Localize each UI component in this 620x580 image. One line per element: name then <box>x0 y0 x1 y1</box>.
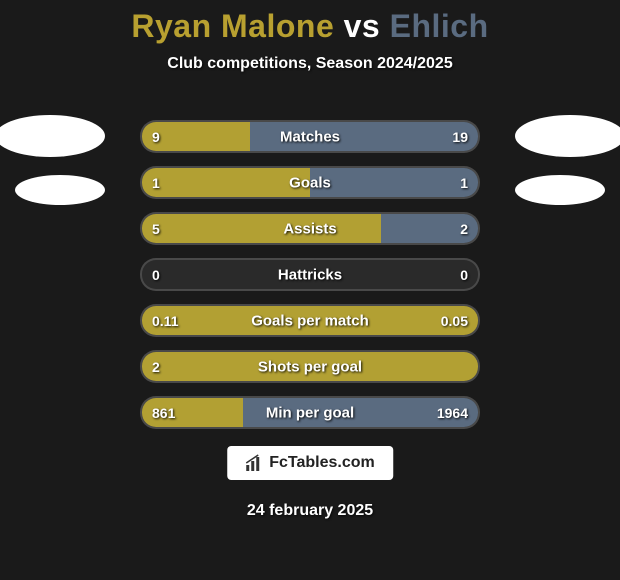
stat-value-left: 1 <box>152 175 160 191</box>
bar-right-fill <box>310 168 478 197</box>
stat-label: Hattricks <box>278 266 342 283</box>
stat-row: Goals 1 1 <box>140 166 480 199</box>
stat-value-left: 2 <box>152 359 160 375</box>
stat-value-left: 0.11 <box>152 313 178 329</box>
stat-label: Matches <box>280 128 340 145</box>
subtitle: Club competitions, Season 2024/2025 <box>0 55 620 73</box>
comparison-bars: Matches 9 19 Goals 1 1 Assists 5 2 Hattricks 0 0 Goa… <box>140 120 480 429</box>
stat-label: Goals per match <box>251 312 369 329</box>
chart-icon <box>245 454 263 472</box>
stat-value-left: 9 <box>152 129 160 145</box>
brand-text: FcTables.com <box>269 454 375 472</box>
title-vs: vs <box>334 8 389 44</box>
stat-value-right: 19 <box>452 129 468 145</box>
stat-value-right: 1 <box>460 175 468 191</box>
stat-value-right: 0.05 <box>441 313 468 329</box>
stat-label: Min per goal <box>266 404 354 421</box>
stat-value-right: 0 <box>460 267 468 283</box>
stat-value-left: 5 <box>152 221 160 237</box>
badge-left-primary <box>0 115 105 157</box>
brand-footer: FcTables.com <box>227 446 393 480</box>
bar-left-fill <box>142 214 381 243</box>
stat-value-left: 861 <box>152 405 175 421</box>
stat-label: Goals <box>289 174 331 191</box>
comparison-title: Ryan Malone vs Ehlich <box>0 0 620 45</box>
bar-left-fill <box>142 168 310 197</box>
stat-row: Shots per goal 2 <box>140 350 480 383</box>
stat-row: Hattricks 0 0 <box>140 258 480 291</box>
badge-right-primary <box>515 115 620 157</box>
stat-value-right: 2 <box>460 221 468 237</box>
stat-value-right: 1964 <box>437 405 468 421</box>
stat-label: Shots per goal <box>258 358 362 375</box>
stat-row: Goals per match 0.11 0.05 <box>140 304 480 337</box>
footer-date: 24 february 2025 <box>0 502 620 520</box>
stat-row: Min per goal 861 1964 <box>140 396 480 429</box>
stat-value-left: 0 <box>152 267 160 283</box>
badge-left-secondary <box>15 175 105 205</box>
stat-row: Matches 9 19 <box>140 120 480 153</box>
title-player1: Ryan Malone <box>131 8 334 44</box>
stat-row: Assists 5 2 <box>140 212 480 245</box>
title-player2: Ehlich <box>390 8 489 44</box>
badge-right-secondary <box>515 175 605 205</box>
stat-label: Assists <box>283 220 336 237</box>
